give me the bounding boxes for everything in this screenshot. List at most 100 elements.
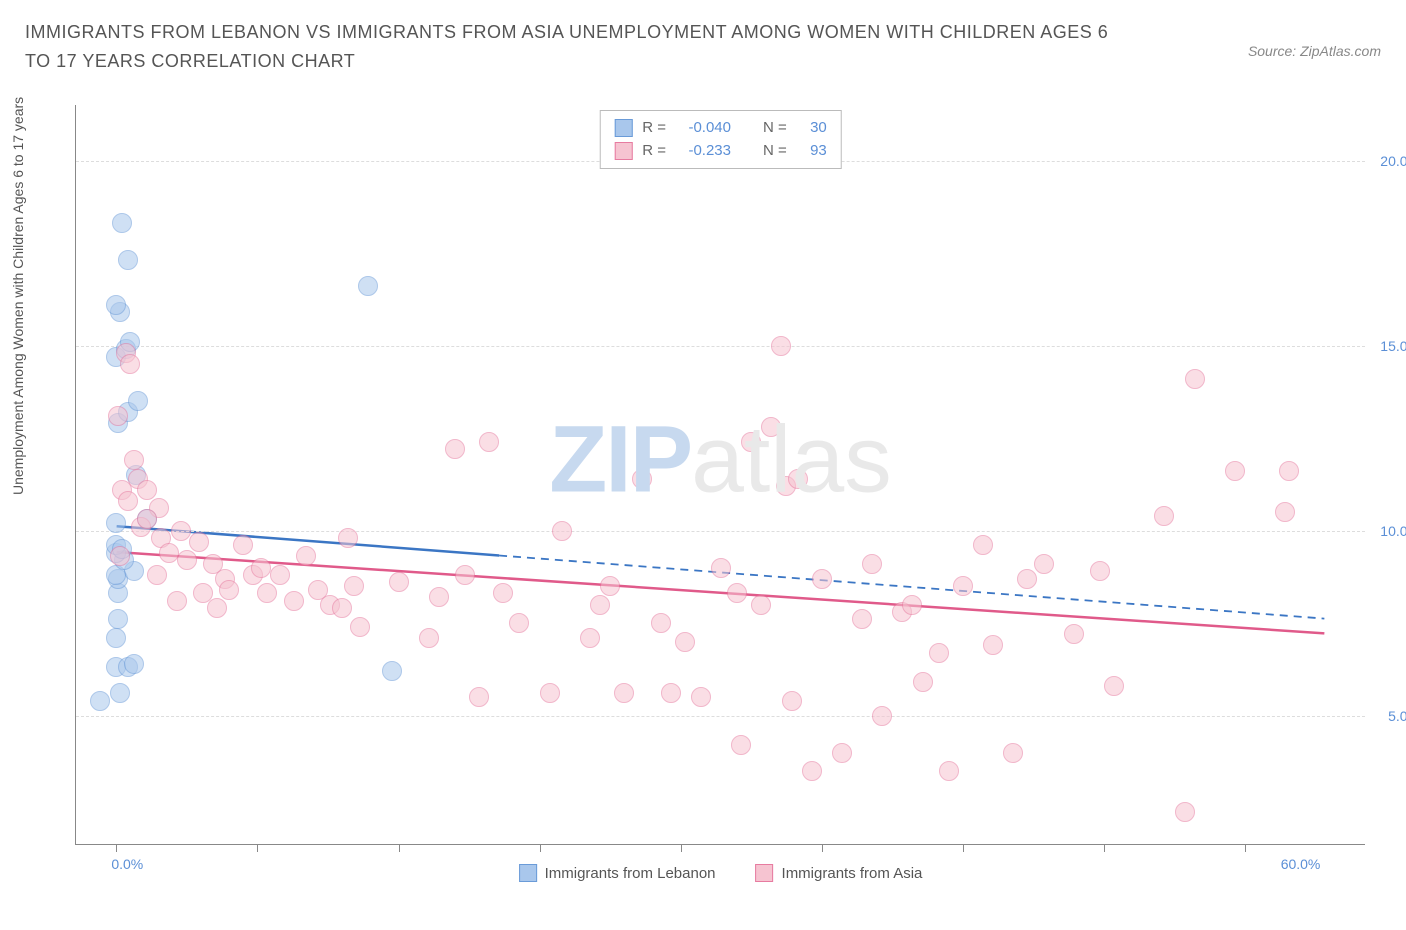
n-label: N =: [763, 117, 787, 140]
data-point: [913, 672, 933, 692]
data-point: [207, 598, 227, 618]
gridline: [76, 716, 1365, 717]
data-point: [751, 595, 771, 615]
data-point: [788, 469, 808, 489]
r-label: R =: [642, 140, 666, 163]
data-point: [159, 543, 179, 563]
data-point: [332, 598, 352, 618]
data-point: [429, 587, 449, 607]
x-tick-mark: [1104, 844, 1105, 852]
data-point: [862, 554, 882, 574]
data-point: [691, 687, 711, 707]
plot-area: ZIPatlas R =-0.040N =30R =-0.233N =93 Im…: [75, 105, 1365, 845]
n-label: N =: [763, 140, 787, 163]
data-point: [761, 417, 781, 437]
x-tick-mark: [399, 844, 400, 852]
gridline: [76, 346, 1365, 347]
data-point: [1185, 369, 1205, 389]
x-tick-mark: [116, 844, 117, 852]
data-point: [137, 509, 157, 529]
data-point: [445, 439, 465, 459]
x-tick-label: 60.0%: [1281, 856, 1321, 872]
legend-swatch: [519, 864, 537, 882]
data-point: [147, 565, 167, 585]
legend-label: Immigrants from Lebanon: [545, 865, 716, 882]
data-point: [177, 550, 197, 570]
x-tick-mark: [681, 844, 682, 852]
data-point: [110, 546, 130, 566]
y-axis-label: Unemployment Among Women with Children A…: [10, 97, 26, 495]
data-point: [580, 628, 600, 648]
data-point: [1034, 554, 1054, 574]
legend-item: Immigrants from Asia: [756, 864, 923, 882]
r-label: R =: [642, 117, 666, 140]
data-point: [782, 691, 802, 711]
data-point: [661, 683, 681, 703]
gridline: [76, 531, 1365, 532]
data-point: [251, 558, 271, 578]
data-point: [455, 565, 475, 585]
data-point: [106, 628, 126, 648]
trend-lines: [76, 105, 1365, 844]
data-point: [1104, 676, 1124, 696]
data-point: [219, 580, 239, 600]
chart-title: IMMIGRANTS FROM LEBANON VS IMMIGRANTS FR…: [25, 18, 1125, 76]
data-point: [257, 583, 277, 603]
data-point: [118, 250, 138, 270]
data-point: [110, 683, 130, 703]
data-point: [118, 491, 138, 511]
data-point: [953, 576, 973, 596]
legend-stat-row: R =-0.233N =93: [614, 140, 827, 163]
legend-label: Immigrants from Asia: [782, 865, 923, 882]
r-value: -0.040: [676, 117, 731, 140]
x-tick-label: 0.0%: [111, 856, 143, 872]
data-point: [167, 591, 187, 611]
n-value: 93: [797, 140, 827, 163]
data-point: [128, 391, 148, 411]
data-point: [137, 480, 157, 500]
x-tick-mark: [540, 844, 541, 852]
data-point: [1017, 569, 1037, 589]
data-point: [852, 609, 872, 629]
data-point: [189, 532, 209, 552]
data-point: [929, 643, 949, 663]
data-point: [106, 295, 126, 315]
y-tick-label: 10.0%: [1380, 523, 1406, 539]
data-point: [651, 613, 671, 633]
y-tick-label: 15.0%: [1380, 338, 1406, 354]
data-point: [90, 691, 110, 711]
chart-container: Unemployment Among Women with Children A…: [25, 95, 1381, 885]
data-point: [358, 276, 378, 296]
watermark-atlas: atlas: [691, 406, 892, 512]
data-point: [802, 761, 822, 781]
data-point: [120, 354, 140, 374]
data-point: [1154, 506, 1174, 526]
data-point: [741, 432, 761, 452]
data-point: [983, 635, 1003, 655]
data-point: [108, 609, 128, 629]
data-point: [509, 613, 529, 633]
data-point: [233, 535, 253, 555]
data-point: [1225, 461, 1245, 481]
n-value: 30: [797, 117, 827, 140]
data-point: [479, 432, 499, 452]
data-point: [284, 591, 304, 611]
data-point: [382, 661, 402, 681]
data-point: [108, 406, 128, 426]
data-point: [270, 565, 290, 585]
data-point: [731, 735, 751, 755]
data-point: [872, 706, 892, 726]
data-point: [296, 546, 316, 566]
data-point: [350, 617, 370, 637]
data-point: [493, 583, 513, 603]
data-point: [727, 583, 747, 603]
legend-stat-row: R = -0.040 N = 30: [614, 117, 827, 140]
data-point: [1064, 624, 1084, 644]
watermark: ZIPatlas: [549, 405, 891, 514]
x-tick-mark: [822, 844, 823, 852]
data-point: [711, 558, 731, 578]
legend-swatch: [614, 142, 632, 160]
watermark-zip: ZIP: [549, 406, 691, 512]
data-point: [419, 628, 439, 648]
data-point: [338, 528, 358, 548]
